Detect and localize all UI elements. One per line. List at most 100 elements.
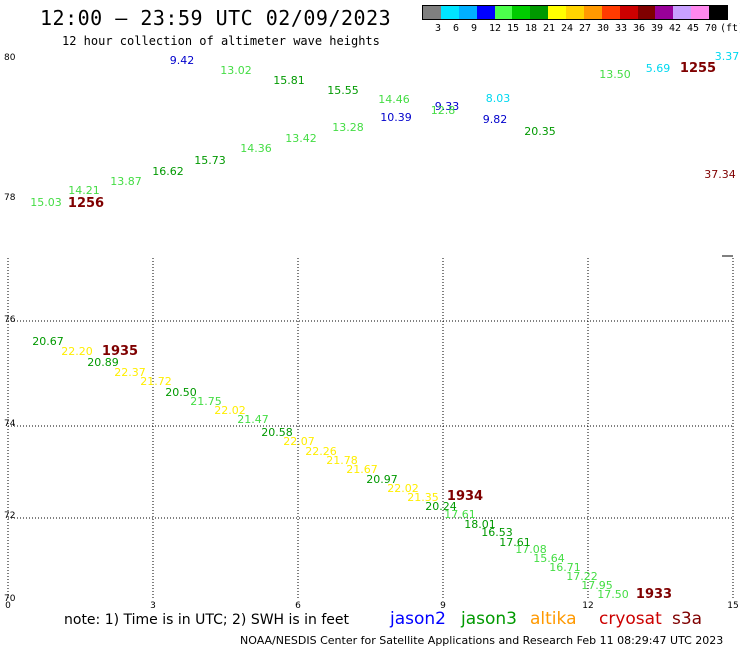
wave-height-value: 22.02 (214, 404, 246, 417)
legend-swatch (655, 6, 674, 19)
legend-label: (ft) (720, 23, 740, 34)
wave-height-value: 20.58 (261, 426, 293, 439)
wave-height-value: 13.50 (599, 68, 631, 81)
wave-height-value: 3.37 (715, 50, 740, 63)
legend-swatch (709, 6, 727, 19)
wave-height-value: 18.01 (464, 518, 496, 531)
legend-swatch (423, 6, 441, 19)
wave-height-value: 21.78 (326, 454, 358, 467)
note-text: note: 1) Time is in UTC; 2) SWH is in fe… (64, 612, 350, 628)
wave-height-value: 12.8 (431, 104, 456, 117)
wave-height-value: 20.50 (165, 386, 197, 399)
legend-label: 12 (489, 23, 502, 34)
legend-label: 24 (561, 23, 574, 34)
wave-height-value: 15.81 (273, 74, 305, 87)
legend-swatch (548, 6, 566, 19)
legend-swatch (583, 6, 602, 19)
legend-swatch (601, 6, 620, 19)
footer-credit: NOAA/NESDIS Center for Satellite Applica… (240, 634, 724, 647)
wave-height-value: 22.37 (114, 366, 146, 379)
legend-swatch (512, 6, 531, 19)
legend-label: 18 (525, 23, 538, 34)
wave-height-value: 21.75 (190, 395, 222, 408)
x-tick-label: 6 (295, 601, 301, 611)
satellite-label-altika: altika (530, 609, 577, 629)
wave-height-value: 17.61 (444, 508, 476, 521)
legend-swatch (458, 6, 477, 19)
legend-label: 27 (579, 23, 592, 34)
wave-height-value: 16.53 (481, 526, 513, 539)
legend-label: 9 (471, 23, 478, 34)
wave-height-value: 8.03 (486, 92, 511, 105)
pass-number-label: 1935 (102, 344, 138, 359)
pass-number-label: 1933 (636, 587, 672, 602)
wave-height-value: 21.67 (346, 463, 378, 476)
wave-height-value: 17.95 (581, 579, 613, 592)
x-tick-label: 3 (150, 601, 156, 611)
legend-label: 33 (615, 23, 628, 34)
wave-height-value: 9.33 (435, 100, 460, 113)
legend-swatch (476, 6, 495, 19)
wave-height-value: 13.42 (285, 132, 317, 145)
wave-height-value: 20.67 (32, 335, 64, 348)
wave-height-value: 13.02 (220, 64, 252, 77)
wave-height-values: 9.42 10.39 9.33 9.82 13.02 13.50 14.46 13.28 13.… (30, 50, 739, 601)
legend-swatch (637, 6, 656, 19)
wave-height-value: 17.08 (515, 543, 547, 556)
wave-height-value: 13.87 (110, 175, 142, 188)
wave-height-value: 22.07 (283, 435, 315, 448)
satellite-label-cryosat: cryosat (599, 609, 662, 629)
legend-label: 3 (435, 23, 442, 34)
y-tick-label: 70 (4, 594, 16, 604)
wave-height-value: 14.46 (378, 93, 410, 106)
wave-height-value: 9.82 (483, 113, 508, 126)
legend-label: 15 (507, 23, 520, 34)
wave-height-value: 14.21 (68, 184, 100, 197)
wave-height-value: 15.55 (327, 84, 359, 97)
legend-swatches (422, 5, 728, 20)
satellite-label-jason3: jason3 (461, 609, 517, 629)
wave-height-value: 15.03 (30, 196, 62, 209)
legend-swatch (530, 6, 549, 19)
wave-height-value: 5.69 (646, 62, 671, 75)
legend-label: 39 (651, 23, 664, 34)
wave-height-value: 22.20 (61, 345, 93, 358)
legend-swatch (494, 6, 513, 19)
y-tick-label: 74 (4, 419, 16, 429)
x-tick-label: 9 (440, 601, 446, 611)
wave-height-value: 16.62 (152, 165, 184, 178)
wave-height-value: 22.26 (305, 445, 337, 458)
legend-swatch (673, 6, 692, 19)
wave-height-value: 21.35 (407, 491, 439, 504)
legend-swatch (440, 6, 459, 19)
legend-label: 21 (543, 23, 556, 34)
legend-label: 70 (705, 23, 718, 34)
wave-height-value: 15.64 (533, 552, 565, 565)
map-subtitle: 12 hour collection of altimeter wave hei… (62, 34, 380, 48)
pass-number-label: 1256 (68, 196, 104, 211)
wave-height-value: 21.72 (140, 375, 172, 388)
pass-number-label: 1255 (680, 61, 716, 76)
legend-label: 30 (597, 23, 610, 34)
axis-labels: 0 3 6 9 12 15 80 78 76 74 72 70 (4, 53, 739, 611)
legend-label: 6 (453, 23, 460, 34)
wave-height-value: 13.28 (332, 121, 364, 134)
wave-height-value: 22.02 (387, 482, 419, 495)
x-tick-label: 12 (582, 601, 593, 611)
satellite-label-s3a: s3a (672, 609, 703, 629)
x-tick-label: 0 (5, 601, 11, 611)
map-title: 12:00 – 23:59 UTC 02/09/2023 (40, 6, 392, 30)
wave-height-value: 37.34 (704, 168, 736, 181)
pass-labels: 1255 1256 1935 1934 1933 (68, 61, 716, 602)
wave-height-value: 14.36 (240, 142, 272, 155)
lat-lon-grid (7, 255, 734, 598)
pass-number-label: 1934 (447, 489, 483, 504)
wave-height-value: 20.35 (524, 125, 556, 138)
wave-height-value: 20.24 (425, 500, 457, 513)
y-tick-label: 76 (4, 315, 16, 325)
legend-label: 42 (669, 23, 682, 34)
wave-height-value: 16.71 (549, 561, 581, 574)
y-tick-label: 80 (4, 53, 16, 63)
